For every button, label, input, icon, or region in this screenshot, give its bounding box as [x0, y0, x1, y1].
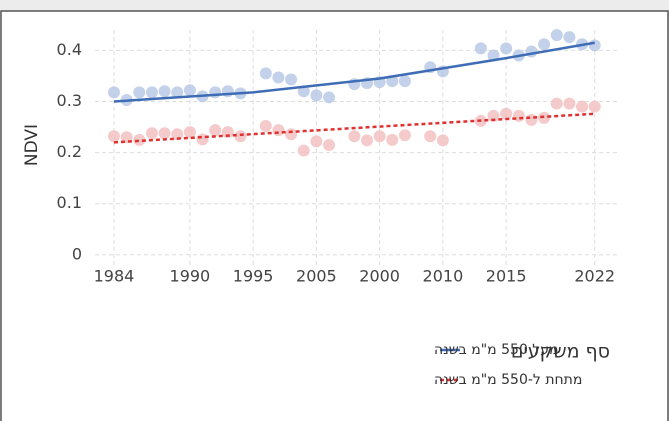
- point: [145, 86, 158, 99]
- x-tick-label: 2015: [486, 267, 527, 286]
- x-tick-label: 1984: [94, 267, 135, 286]
- y-tick-label: 0.4: [57, 40, 82, 59]
- point: [360, 134, 373, 147]
- x-tick-label: 1995: [233, 267, 274, 286]
- point: [474, 42, 487, 55]
- point: [323, 138, 336, 151]
- point: [512, 109, 525, 122]
- point: [398, 129, 411, 142]
- point: [424, 130, 437, 143]
- y-tick-label: 0: [72, 244, 82, 263]
- point: [310, 135, 323, 148]
- trend-line: [113, 41, 595, 103]
- point: [133, 133, 146, 146]
- legend-label: מעל 550 מ"מ בשנה: [434, 342, 559, 358]
- point: [145, 127, 158, 140]
- point: [373, 130, 386, 143]
- point: [234, 130, 247, 143]
- point: [183, 84, 196, 97]
- point: [538, 38, 551, 51]
- point: [550, 29, 563, 42]
- point: [386, 133, 399, 146]
- point: [550, 97, 563, 110]
- point: [259, 120, 272, 133]
- point: [525, 113, 538, 126]
- x-tick-label: 1990: [170, 267, 211, 286]
- point: [133, 86, 146, 99]
- trend-line: [113, 112, 595, 144]
- point: [158, 127, 171, 140]
- x-tick-label: 2010: [423, 267, 464, 286]
- point: [588, 39, 601, 52]
- x-tick-label: 2000: [359, 267, 400, 286]
- point: [171, 86, 184, 99]
- point: [209, 124, 222, 137]
- y-axis-label: NDVI: [22, 124, 42, 166]
- point: [348, 130, 361, 143]
- point: [436, 134, 449, 147]
- point: [285, 73, 298, 86]
- point: [196, 133, 209, 146]
- point: [221, 126, 234, 139]
- point: [272, 71, 285, 84]
- panel: [0, 10, 669, 421]
- point: [500, 107, 513, 120]
- x-tick-label: 2005: [296, 267, 337, 286]
- point: [563, 31, 576, 44]
- point: [398, 75, 411, 88]
- point: [323, 91, 336, 104]
- point: [563, 97, 576, 110]
- legend-label: מתחת ל-550 מ"מ בשנה: [434, 372, 582, 388]
- point: [107, 86, 120, 99]
- point: [209, 86, 222, 99]
- point: [576, 100, 589, 113]
- point: [285, 128, 298, 141]
- point: [310, 89, 323, 102]
- x-tick-label: 2022: [574, 267, 615, 286]
- point: [487, 109, 500, 122]
- point: [259, 67, 272, 80]
- point: [297, 144, 310, 157]
- legend-title: סף משקעים: [511, 341, 610, 363]
- point: [272, 124, 285, 137]
- point: [183, 126, 196, 139]
- point: [107, 130, 120, 143]
- point: [500, 42, 513, 55]
- point: [588, 100, 601, 113]
- y-tick-label: 0.3: [57, 91, 82, 110]
- y-tick-label: 0.1: [57, 193, 82, 212]
- y-tick-label: 0.2: [57, 142, 82, 161]
- point: [158, 85, 171, 98]
